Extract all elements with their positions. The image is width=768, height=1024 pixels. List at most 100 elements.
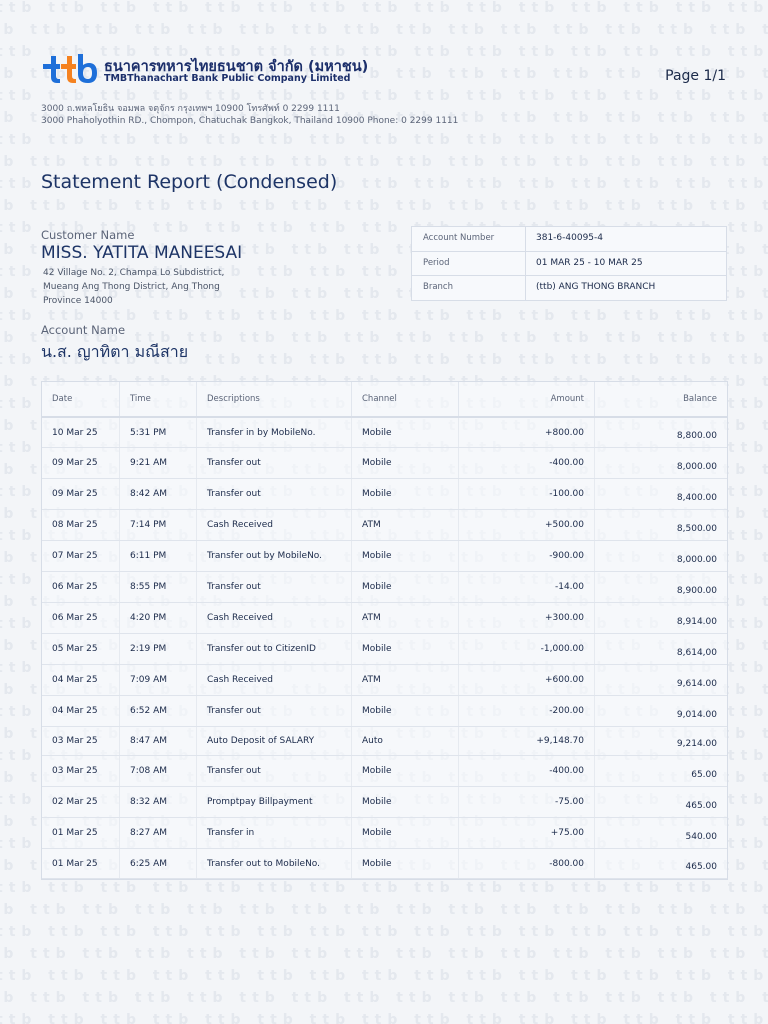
cell-balance: 540.00 [685, 832, 718, 842]
cell-amount: -14.00 [459, 572, 595, 602]
table-row: 04 Mar 25 6:52 AM Transfer out Mobile -200.0… [42, 696, 727, 727]
table-row: 10 Mar 25 5:31 PM Transfer in by MobileNo.… [42, 418, 727, 448]
cell-balance: 8,400.00 [676, 493, 717, 503]
cell-time: 2:19 PM [120, 634, 197, 664]
info-key: Period [412, 251, 526, 275]
info-key: Branch [412, 276, 526, 300]
table-header: Date Time Descriptions Channel Amount Ba… [42, 382, 727, 418]
cell-description: Auto Deposit of SALARY [197, 727, 352, 755]
cell-amount: +800.00 [459, 418, 595, 447]
cell-balance: 8,000.00 [676, 462, 717, 472]
cell-channel: ATM [352, 665, 459, 695]
period-row: Period 01 MAR 25 - 10 MAR 25 [412, 251, 726, 276]
table-row: 02 Mar 25 8:32 AM Promptpay Billpayment Mob… [42, 787, 727, 818]
cell-amount: +500.00 [459, 510, 595, 540]
cell-time: 6:25 AM [120, 849, 197, 878]
cell-balance: 8,914.00 [676, 617, 717, 627]
cell-time: 6:52 AM [120, 696, 197, 726]
table-row: 05 Mar 25 2:19 PM Transfer out to CitizenI… [42, 634, 727, 665]
table-body: 10 Mar 25 5:31 PM Transfer in by MobileNo.… [42, 418, 727, 879]
cell-channel: ATM [352, 603, 459, 633]
cell-balance: 8,614,00 [676, 648, 717, 658]
cell-time: 8:55 PM [120, 572, 197, 602]
cell-channel: Auto [352, 727, 459, 755]
cell-balance: 465.00 [685, 862, 718, 872]
cell-channel: Mobile [352, 818, 459, 848]
cell-description: Transfer in [197, 818, 352, 848]
account-number-value: 381-6-40095-4 [536, 233, 604, 243]
cell-amount: -1,000.00 [459, 634, 595, 664]
cell-date: 10 Mar 25 [42, 418, 120, 447]
cell-balance: 465.00 [685, 801, 718, 811]
cell-description: Transfer out to CitizenID [197, 634, 352, 664]
cell-balance: 9,214.00 [676, 739, 717, 749]
cell-time: 9:21 AM [120, 448, 197, 478]
table-row: 06 Mar 25 8:55 PM Transfer out Mobile -14.00… [42, 572, 727, 603]
cell-channel: ATM [352, 510, 459, 540]
cell-channel: Mobile [352, 479, 459, 509]
cell-date: 01 Mar 25 [42, 818, 120, 848]
cell-description: Cash Received [197, 665, 352, 695]
bank-name-english: TMBThanachart Bank Public Company Limite… [104, 73, 351, 84]
table-row: 07 Mar 25 6:11 PM Transfer out by MobileNo… [42, 541, 727, 572]
cell-date: 06 Mar 25 [42, 572, 120, 602]
column-header-balance: Balance [683, 394, 717, 404]
column-header-date: Date [42, 382, 120, 416]
cell-balance: 9,614.00 [676, 679, 717, 689]
customer-address-line: Province 14000 [43, 296, 113, 306]
cell-date: 02 Mar 25 [42, 787, 120, 817]
bank-address-english: 3000 Phaholyothin RD., Chompon, Chatucha… [41, 116, 459, 126]
table-row: 01 Mar 25 8:27 AM Transfer in Mobile +75.00 5… [42, 818, 727, 849]
transactions-table: Date Time Descriptions Channel Amount Ba… [41, 381, 728, 880]
cell-time: 8:47 AM [120, 727, 197, 755]
cell-time: 8:42 AM [120, 479, 197, 509]
cell-time: 4:20 PM [120, 603, 197, 633]
cell-balance: 8,500.00 [676, 524, 717, 534]
cell-date: 03 Mar 25 [42, 756, 120, 786]
account-name: น.ส. ญาทิตา มณีสาย [41, 342, 189, 361]
cell-date: 01 Mar 25 [42, 849, 120, 878]
cell-description: Transfer out by MobileNo. [197, 541, 352, 571]
bank-address-thai: 3000 ถ.พหลโยธิน จอมพล จตุจักร กรุงเทพฯ 1… [41, 104, 340, 114]
report-title: Statement Report (Condensed) [41, 171, 338, 193]
cell-amount: -100.00 [459, 479, 595, 509]
column-header-descriptions: Descriptions [197, 382, 352, 416]
info-key: Account Number [412, 227, 526, 251]
table-row: 03 Mar 25 8:47 AM Auto Deposit of SALARY Au… [42, 727, 727, 756]
cell-amount: -200.00 [459, 696, 595, 726]
cell-date: 03 Mar 25 [42, 727, 120, 755]
cell-balance: 8,800.00 [676, 431, 717, 441]
bank-name-thai: ธนาคารทหารไทยธนชาต จำกัด (มหาชน) [104, 59, 369, 75]
cell-amount: +600.00 [459, 665, 595, 695]
cell-channel: Mobile [352, 756, 459, 786]
cell-balance: 8,000.00 [676, 555, 717, 565]
table-row: 06 Mar 25 4:20 PM Cash Received ATM +300.00 8… [42, 603, 727, 634]
cell-balance: 9,014.00 [676, 710, 717, 720]
cell-balance: 65.00 [691, 770, 717, 780]
table-row: 04 Mar 25 7:09 AM Cash Received ATM +600.00 9… [42, 665, 727, 696]
cell-amount: -900.00 [459, 541, 595, 571]
cell-channel: Mobile [352, 634, 459, 664]
cell-amount: -400.00 [459, 756, 595, 786]
cell-amount: -400.00 [459, 448, 595, 478]
column-header-channel: Channel [352, 382, 459, 416]
cell-channel: Mobile [352, 418, 459, 447]
customer-name: MISS. YATITA MANEESAI [41, 243, 243, 263]
cell-description: Transfer out to MobileNo. [197, 849, 352, 878]
customer-address-line: 42 Village No. 2, Champa Lo Subdistrict, [43, 268, 225, 278]
table-row: 08 Mar 25 7:14 PM Cash Received ATM +500.00 8… [42, 510, 727, 541]
page-indicator: Page 1/1 [665, 68, 726, 84]
cell-time: 8:27 AM [120, 818, 197, 848]
cell-time: 7:14 PM [120, 510, 197, 540]
branch-row: Branch (ttb) ANG THONG BRANCH [412, 276, 726, 300]
table-row: 09 Mar 25 9:21 AM Transfer out Mobile -400.0… [42, 448, 727, 479]
cell-channel: Mobile [352, 849, 459, 878]
branch-value: (ttb) ANG THONG BRANCH [536, 282, 656, 292]
cell-amount: -800.00 [459, 849, 595, 878]
cell-channel: Mobile [352, 787, 459, 817]
cell-description: Transfer out [197, 572, 352, 602]
cell-date: 06 Mar 25 [42, 603, 120, 633]
cell-description: Transfer out [197, 448, 352, 478]
cell-date: 07 Mar 25 [42, 541, 120, 571]
